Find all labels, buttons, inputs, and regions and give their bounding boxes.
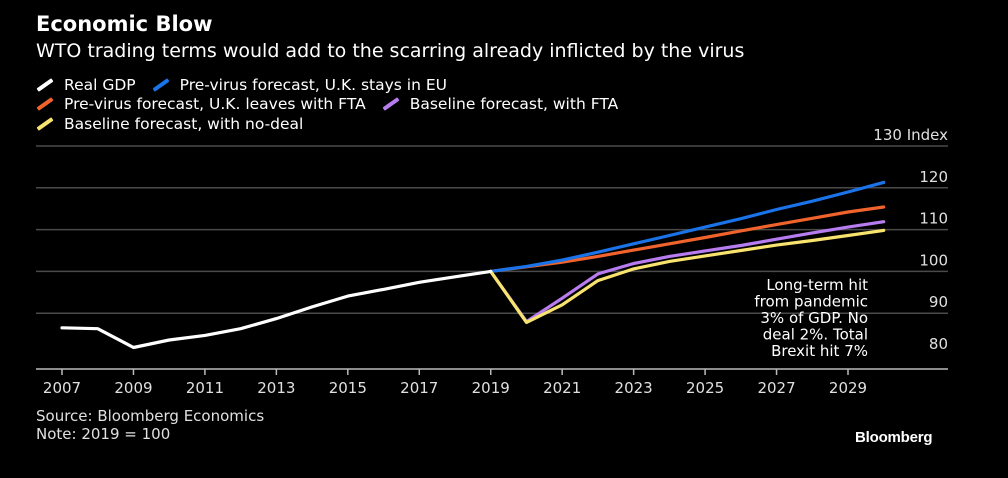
series-line-real-gdp — [60, 269, 493, 350]
annotation-line: Long-term hit — [766, 276, 868, 294]
series-line-pre-virus-forecast-u-k-stays-in-eu — [489, 180, 886, 273]
legend-item-baseline-fta: Baseline forecast, with FTA — [382, 95, 619, 113]
y-tick-label: 90 — [929, 293, 948, 311]
legend-label: Pre-virus forecast, U.K. stays in EU — [179, 76, 447, 94]
chart-subtitle: WTO trading terms would add to the scarr… — [36, 40, 745, 62]
x-tick-label: 2027 — [757, 379, 795, 397]
legend-item-leaves-with-fta: Pre-virus forecast, U.K. leaves with FTA — [36, 95, 366, 113]
x-tick-label: 2007 — [43, 379, 81, 397]
legend-item-baseline-no-deal: Baseline forecast, with no-deal — [36, 115, 303, 133]
legend-label: Baseline forecast, with FTA — [409, 95, 619, 113]
x-tick-label: 2021 — [543, 379, 581, 397]
x-tick-label: 2011 — [186, 379, 224, 397]
source-text: Source: Bloomberg Economics — [36, 407, 265, 425]
source-note: Source: Bloomberg Economics Note: 2019 =… — [36, 407, 264, 443]
annotation-line: 3% of GDP. No — [760, 309, 868, 327]
legend-label: Pre-virus forecast, U.K. leaves with FTA — [64, 95, 366, 113]
annotation-line: Brexit hit 7% — [771, 342, 868, 360]
series-line-baseline-forecast-with-no-deal — [489, 228, 886, 324]
legend-row-2: Pre-virus forecast, U.K. leaves with FTA… — [36, 95, 634, 113]
x-tick-label: 2023 — [615, 379, 653, 397]
legend-item-real-gdp: Real GDP — [36, 76, 136, 94]
legend-label: Baseline forecast, with no-deal — [64, 115, 304, 133]
legend-row-3: Baseline forecast, with no-deal — [36, 115, 319, 133]
legend-row-1: Real GDP Pre-virus forecast, U.K. stays … — [36, 76, 463, 94]
x-tick-label: 2025 — [686, 379, 724, 397]
series-line-baseline-forecast-with-fta — [489, 220, 886, 324]
x-tick-label: 2009 — [114, 379, 152, 397]
y-tick-label: 80 — [929, 335, 948, 353]
chart-title: Economic Blow — [36, 12, 213, 36]
x-tick-label: 2029 — [829, 379, 867, 397]
x-tick-label: 2017 — [400, 379, 438, 397]
y-tick-label: 120 — [919, 168, 948, 186]
legend-item-stays-in-eu: Pre-virus forecast, U.K. stays in EU — [152, 76, 447, 94]
x-tick-label: 2015 — [329, 379, 367, 397]
annotation-line: from pandemic — [754, 293, 868, 311]
legend-label: Real GDP — [64, 76, 136, 94]
y-tick-label: 130 Index — [873, 126, 948, 144]
annotation-line: deal 2%. Total — [763, 326, 868, 344]
x-tick-label: 2013 — [257, 379, 295, 397]
y-tick-label: 100 — [919, 251, 948, 269]
y-tick-label: 110 — [919, 210, 948, 228]
bloomberg-logo: Bloomberg — [855, 429, 933, 446]
series-line-pre-virus-forecast-u-k-leaves-with-fta — [489, 205, 886, 273]
note-text: Note: 2019 = 100 — [36, 425, 171, 443]
x-tick-label: 2019 — [472, 379, 510, 397]
